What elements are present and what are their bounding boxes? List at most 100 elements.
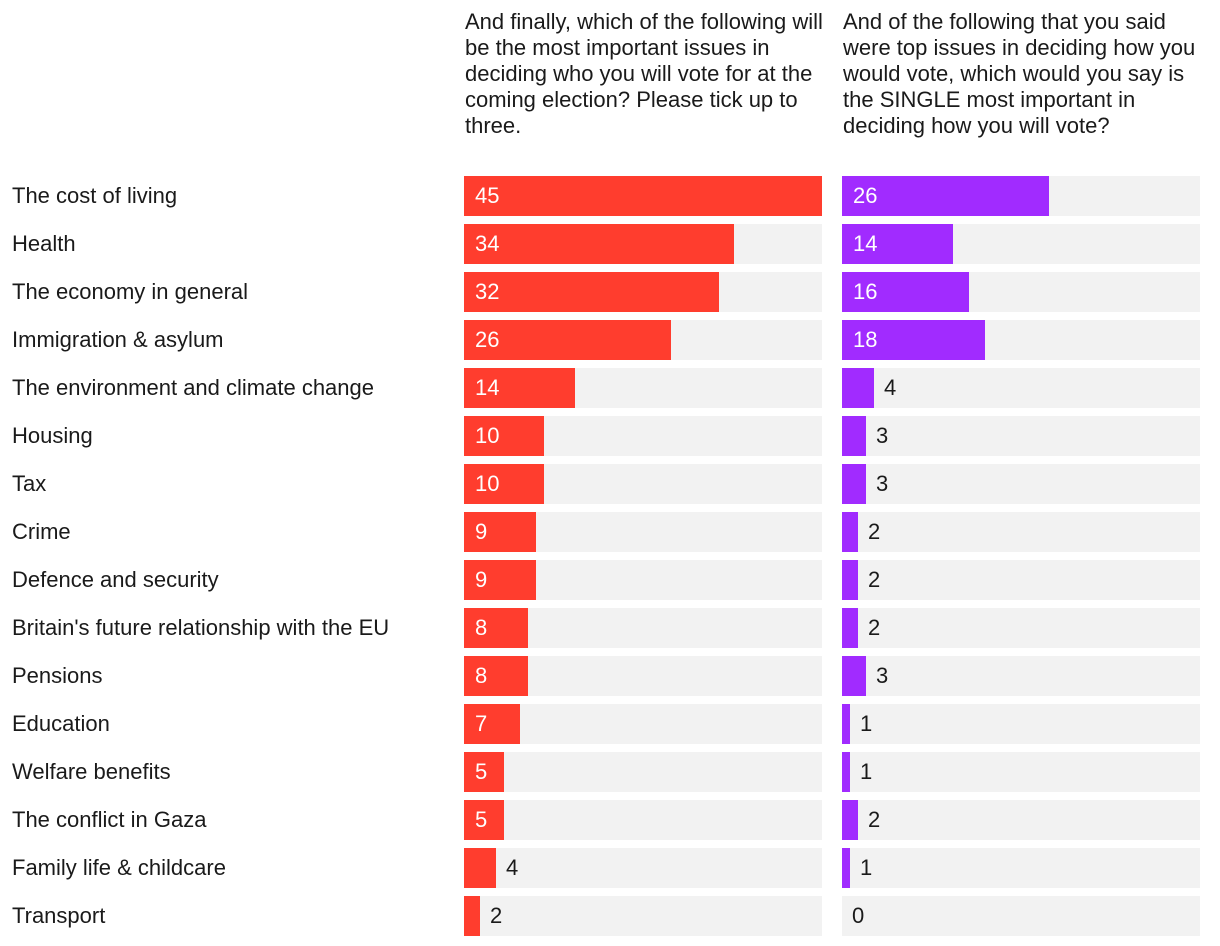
category-label: Defence and security — [12, 567, 219, 592]
category-label: The cost of living — [12, 183, 178, 208]
data-label: 3 — [876, 663, 889, 688]
bar-track: 9 — [464, 560, 822, 600]
category-label: The conflict in Gaza — [12, 807, 207, 832]
bar-track: 18 — [842, 320, 1200, 360]
data-label: 2 — [868, 807, 881, 832]
category-label: Britain's future relationship with the E… — [12, 615, 390, 640]
bar-track: 1 — [842, 752, 1200, 792]
data-label: 7 — [475, 711, 488, 736]
category-label: Housing — [12, 423, 93, 448]
data-label: 34 — [475, 231, 500, 256]
bar-series-2 — [842, 560, 858, 600]
bar-track: 1 — [842, 848, 1200, 888]
bar-track: 5 — [464, 800, 822, 840]
bar-track: 8 — [464, 608, 822, 648]
bar-track: 4 — [842, 368, 1200, 408]
chart-row: The cost of living 45 26 — [0, 176, 1220, 216]
bar-series-2 — [842, 464, 866, 504]
chart-row: Crime 9 2 — [0, 512, 1220, 552]
bar-series-2 — [842, 704, 850, 744]
data-label: 2 — [868, 567, 881, 592]
bar-series-2 — [842, 368, 874, 408]
data-label: 14 — [475, 375, 500, 400]
bar-track: 0 — [842, 896, 1200, 936]
data-label: 9 — [475, 519, 488, 544]
chart-row: Welfare benefits 5 1 — [0, 752, 1220, 792]
bar-series-1 — [464, 464, 544, 504]
bar-series-2 — [842, 176, 1049, 216]
bar-series-2 — [842, 224, 953, 264]
bar-series-2 — [842, 752, 850, 792]
bar-series-2 — [842, 272, 969, 312]
category-label: Immigration & asylum — [12, 327, 224, 352]
bar-series-1 — [464, 224, 734, 264]
series-1-header: And finally, which of the following will… — [465, 9, 823, 138]
chart-row: Education 7 1 — [0, 704, 1220, 744]
data-label: 26 — [475, 327, 500, 352]
data-label: 4 — [506, 855, 519, 880]
bar-track: 10 — [464, 464, 822, 504]
bar-track: 2 — [842, 512, 1200, 552]
bar-series-1 — [464, 608, 528, 648]
bar-series-1 — [464, 272, 719, 312]
chart-row: Pensions 8 3 — [0, 656, 1220, 696]
bar-track: 4 — [464, 848, 822, 888]
bar-track: 14 — [842, 224, 1200, 264]
category-label: Welfare benefits — [12, 759, 171, 784]
bar-track: 9 — [464, 512, 822, 552]
bar-series-1 — [464, 368, 575, 408]
chart-row: The economy in general 32 16 — [0, 272, 1220, 312]
bar-track: 1 — [842, 704, 1200, 744]
bar-series-1 — [464, 752, 504, 792]
data-label: 1 — [860, 855, 873, 880]
bar-track: 2 — [842, 608, 1200, 648]
data-label: 8 — [475, 615, 488, 640]
data-label: 4 — [884, 375, 897, 400]
category-label: Family life & childcare — [12, 855, 226, 880]
chart-row: Immigration & asylum 26 18 — [0, 320, 1220, 360]
bar-series-1 — [464, 416, 544, 456]
bar-series-1 — [464, 560, 536, 600]
data-label: 1 — [860, 711, 873, 736]
category-label: Education — [12, 711, 110, 736]
bar-series-2 — [842, 608, 858, 648]
bar-track: 45 — [464, 176, 822, 216]
category-label: Pensions — [12, 663, 103, 688]
chart-row: Britain's future relationship with the E… — [0, 608, 1220, 648]
bar-series-1 — [464, 512, 536, 552]
data-label: 0 — [852, 903, 865, 928]
chart-row: Tax 10 3 — [0, 464, 1220, 504]
bar-track: 16 — [842, 272, 1200, 312]
data-label: 2 — [868, 615, 881, 640]
bar-track: 3 — [842, 656, 1200, 696]
category-label: The environment and climate change — [12, 375, 374, 400]
data-label: 26 — [853, 183, 878, 208]
data-label: 45 — [475, 183, 500, 208]
bar-series-1 — [464, 176, 822, 216]
data-label: 2 — [490, 903, 503, 928]
data-label: 16 — [853, 279, 878, 304]
category-label: Health — [12, 231, 76, 256]
bar-series-2 — [842, 512, 858, 552]
data-label: 5 — [475, 807, 488, 832]
bar-series-2 — [842, 656, 866, 696]
bar-track: 8 — [464, 656, 822, 696]
data-label: 2 — [868, 519, 881, 544]
chart-row: Family life & childcare 4 1 — [0, 848, 1220, 888]
bar-series-1 — [464, 704, 520, 744]
bar-series-2 — [842, 320, 985, 360]
data-label: 3 — [876, 471, 889, 496]
category-label: The economy in general — [12, 279, 249, 304]
bar-track: 3 — [842, 416, 1200, 456]
chart-row: The conflict in Gaza 5 2 — [0, 800, 1220, 840]
chart-row: The environment and climate change 14 4 — [0, 368, 1220, 408]
bar-series-2 — [842, 800, 858, 840]
chart-row: Health 34 14 — [0, 224, 1220, 264]
bar-track: 26 — [842, 176, 1200, 216]
category-label: Tax — [12, 471, 47, 496]
bar-track: 5 — [464, 752, 822, 792]
data-label: 10 — [475, 423, 500, 448]
category-label: Crime — [12, 519, 71, 544]
bar-track: 7 — [464, 704, 822, 744]
